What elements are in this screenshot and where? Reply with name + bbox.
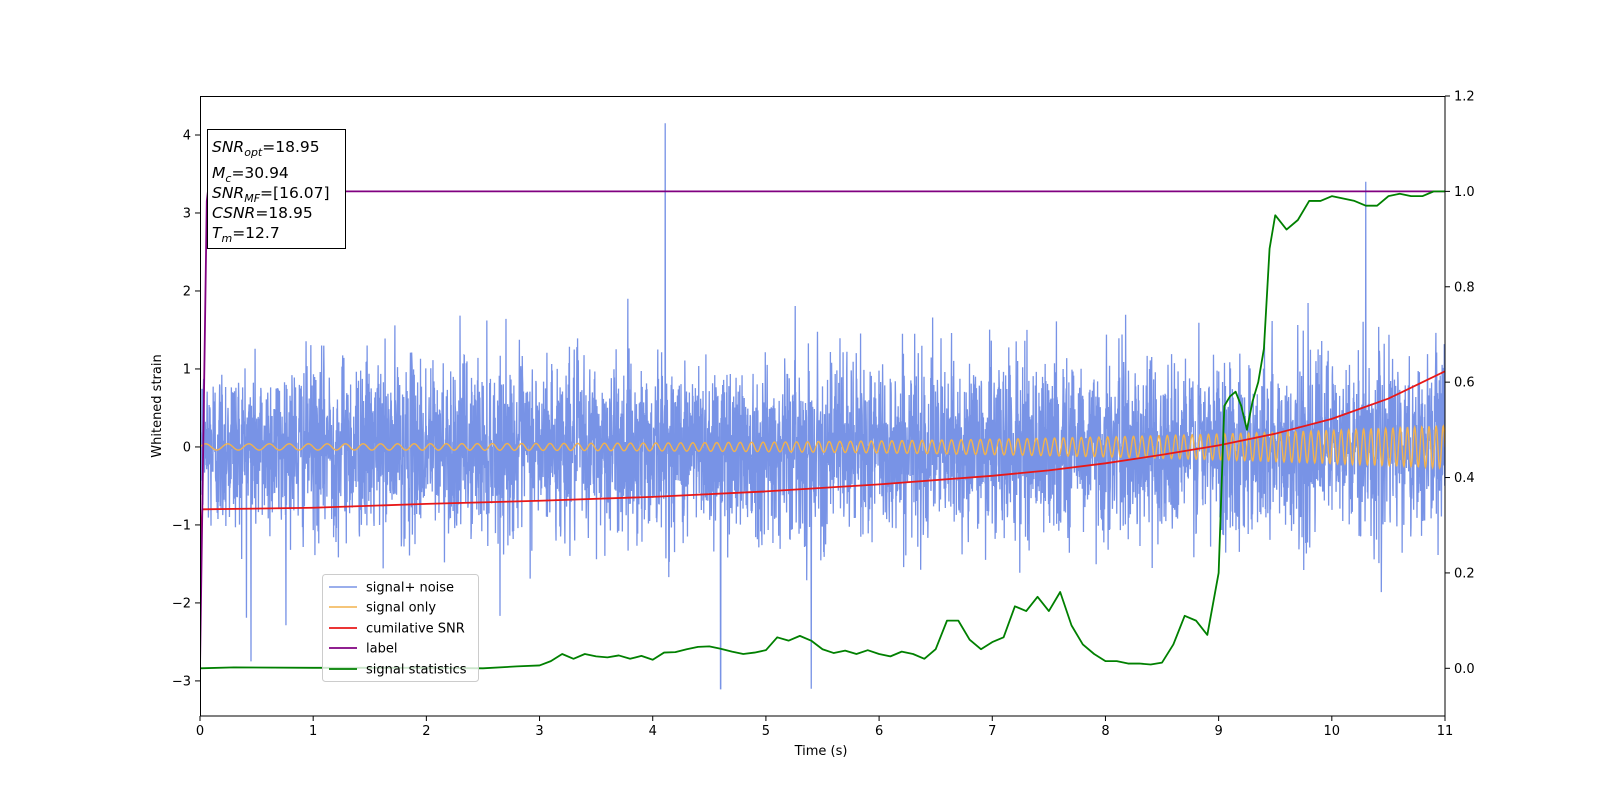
series-signal-statistics-line <box>200 190 1445 670</box>
x-tick-label: 2 <box>422 724 430 739</box>
info-snr-opt: SNRopt=18.95 <box>212 138 320 159</box>
x-tick-label: 0 <box>196 724 204 739</box>
info-mc: Mc=30.94 <box>212 164 289 185</box>
legend-label-signal-only: signal only <box>366 601 436 616</box>
info-csnr: CSNR=18.95 <box>212 204 313 222</box>
info-box-frame <box>207 129 346 249</box>
y2-tick-label: 1.0 <box>1454 185 1475 200</box>
axes: 0 1 2 3 4 5 6 7 8 9 10 11 −3 −2 −1 0 1 2 3 4 0.0 0.2 0.4 0.6 0.8… <box>172 90 1475 740</box>
legend-label-cumulative-snr: cumilative SNR <box>366 622 465 637</box>
y-tick-label: 2 <box>183 284 191 299</box>
x-tick-label: 3 <box>535 724 543 739</box>
x-axis-label: Time (s) <box>794 744 848 759</box>
y-tick-label: −2 <box>172 596 191 611</box>
x-tick-label: 9 <box>1214 724 1222 739</box>
info-snr-mf: SNRMF=[16.07] <box>212 184 330 205</box>
x-tick-label: 8 <box>1101 724 1109 739</box>
series-signal-noise-line <box>200 123 1445 690</box>
x-tick-label: 11 <box>1437 724 1454 739</box>
y-tick-label: 3 <box>183 206 191 221</box>
y2-tick-label: 0.8 <box>1454 280 1475 295</box>
legend: signal+ noise signal only cumilative SNR… <box>322 574 479 682</box>
legend-label-signal-statistics: signal statistics <box>366 663 467 678</box>
series-cumulative-snr-line <box>200 370 1445 564</box>
y-tick-label: 1 <box>183 362 191 377</box>
y2-tick-label: 0.2 <box>1454 566 1475 581</box>
x-tick-label: 10 <box>1324 724 1341 739</box>
legend-label-signal-noise: signal+ noise <box>366 581 454 596</box>
y2-tick-label: 1.2 <box>1454 90 1475 105</box>
x-tick-label: 4 <box>649 724 657 739</box>
y2-tick-label: 0.4 <box>1454 471 1475 486</box>
y-tick-label: 0 <box>183 440 191 455</box>
x-tick-label: 1 <box>309 724 317 739</box>
legend-frame <box>322 574 479 682</box>
y2-tick-label: 0.6 <box>1454 376 1475 391</box>
y-tick-label: −1 <box>172 518 191 533</box>
x-tick-label: 7 <box>988 724 996 739</box>
info-box: SNRopt=18.95 Mc=30.94 SNRMF=[16.07] CSNR… <box>207 129 346 249</box>
y2-tick-label: 0.0 <box>1454 662 1475 677</box>
plot-frame <box>200 96 1446 717</box>
x-tick-label: 6 <box>875 724 883 739</box>
info-tm: Tm=12.7 <box>212 224 280 245</box>
y-tick-label: 4 <box>183 128 191 143</box>
x-tick-label: 5 <box>762 724 770 739</box>
legend-label-label: label <box>366 642 397 657</box>
series-signal-only-line <box>200 424 1445 470</box>
y-tick-label: −3 <box>172 674 191 689</box>
y-axis-label: Whitened strain <box>150 354 165 457</box>
